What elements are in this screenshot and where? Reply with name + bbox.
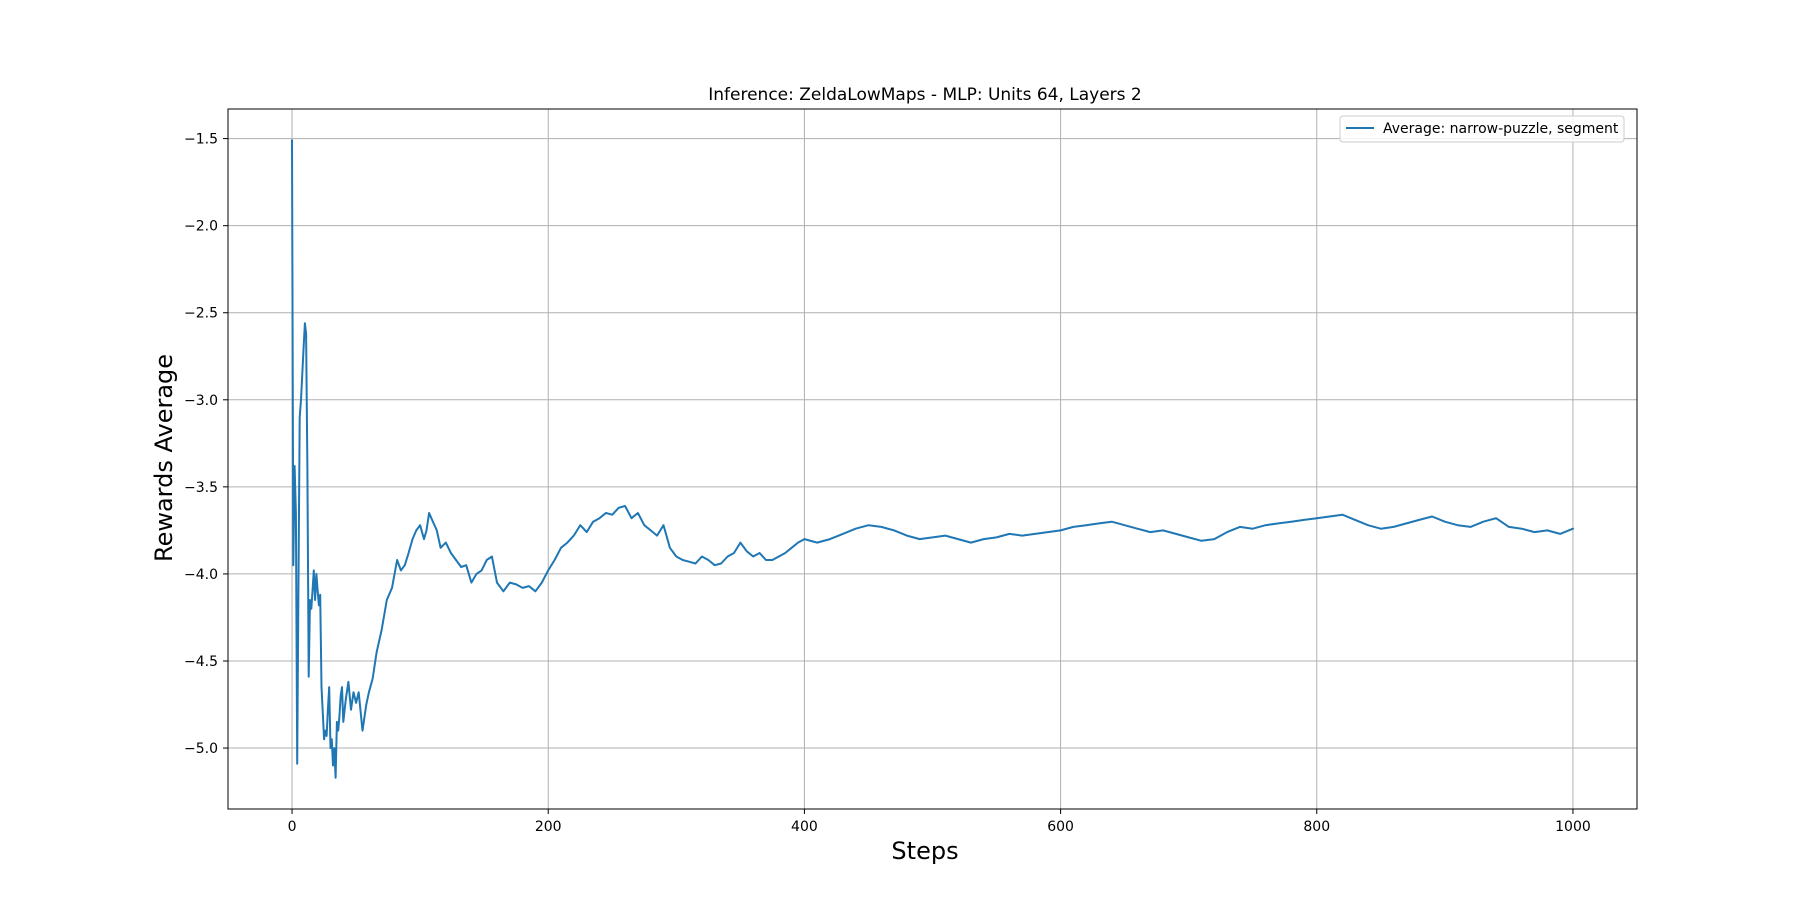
x-tick-label: 200: [535, 819, 562, 835]
chart-title: Inference: ZeldaLowMaps - MLP: Units 64,…: [708, 85, 1142, 105]
y-tick-label: −1.5: [184, 132, 218, 148]
x-tick-label: 400: [791, 819, 818, 835]
legend-label: Average: narrow-puzzle, segment: [1383, 121, 1619, 137]
y-tick-label: −4.5: [184, 654, 218, 670]
plot-frame: [227, 108, 1638, 810]
y-axis-ticks: −1.5 −2.0 −2.5 −3.0 −3.5 −4.0 −4.5 −5.0: [184, 132, 228, 757]
y-axis-label: Rewards Average: [150, 354, 178, 562]
x-tick-label: 1000: [1555, 819, 1591, 835]
legend: Average: narrow-puzzle, segment: [1339, 115, 1625, 143]
y-tick-label: −2.5: [184, 306, 218, 322]
x-tick-label: 600: [1047, 819, 1074, 835]
x-axis-label: Steps: [891, 837, 958, 865]
y-tick-label: −3.5: [184, 480, 218, 496]
y-tick-label: −3.0: [184, 393, 218, 409]
x-axis-ticks: 0 200 400 600 800 1000: [288, 809, 1591, 835]
legend-box: [1339, 115, 1625, 143]
x-tick-label: 0: [288, 819, 297, 835]
x-tick-label: 800: [1303, 819, 1330, 835]
y-tick-label: −2.0: [184, 219, 218, 235]
series-line: [291, 139, 1574, 779]
y-tick-label: −5.0: [184, 741, 218, 757]
series-group: [291, 139, 1574, 779]
y-tick-label: −4.0: [184, 567, 218, 583]
